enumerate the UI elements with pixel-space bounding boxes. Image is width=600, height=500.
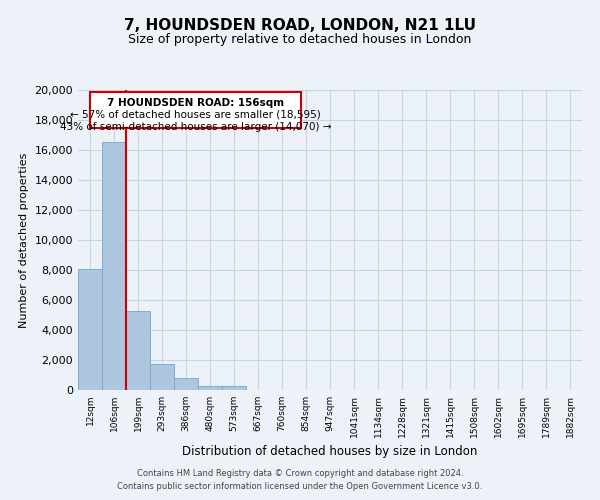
Bar [126, 310, 150, 390]
Bar [222, 386, 246, 390]
Bar [174, 378, 198, 390]
Y-axis label: Number of detached properties: Number of detached properties [19, 152, 29, 328]
Bar [102, 142, 126, 390]
Bar [198, 386, 222, 390]
Text: 43% of semi-detached houses are larger (14,070) →: 43% of semi-detached houses are larger (… [60, 122, 331, 132]
X-axis label: Distribution of detached houses by size in London: Distribution of detached houses by size … [182, 446, 478, 458]
Bar [78, 268, 102, 390]
Bar [150, 364, 174, 390]
Text: 7 HOUNDSDEN ROAD: 156sqm: 7 HOUNDSDEN ROAD: 156sqm [107, 98, 284, 108]
Text: ← 57% of detached houses are smaller (18,595): ← 57% of detached houses are smaller (18… [70, 110, 321, 120]
Text: Size of property relative to detached houses in London: Size of property relative to detached ho… [128, 32, 472, 46]
Text: 7, HOUNDSDEN ROAD, LONDON, N21 1LU: 7, HOUNDSDEN ROAD, LONDON, N21 1LU [124, 18, 476, 32]
FancyBboxPatch shape [90, 92, 301, 128]
Text: Contains public sector information licensed under the Open Government Licence v3: Contains public sector information licen… [118, 482, 482, 491]
Text: Contains HM Land Registry data © Crown copyright and database right 2024.: Contains HM Land Registry data © Crown c… [137, 468, 463, 477]
